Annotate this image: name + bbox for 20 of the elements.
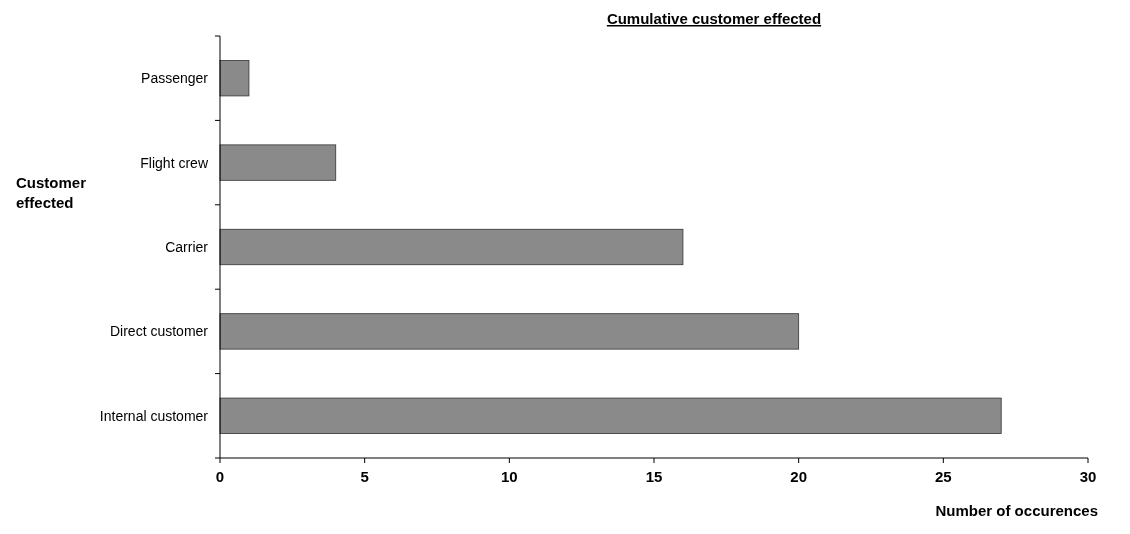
x-axis-title: Number of occurences	[935, 502, 1098, 519]
chart-title: Cumulative customer effected	[606, 10, 822, 27]
x-tick-label: 25	[934, 468, 952, 485]
bar	[219, 228, 684, 266]
x-tick-label: 20	[790, 468, 808, 485]
x-tick-label: 10	[500, 468, 518, 485]
bar	[219, 60, 250, 97]
y-tick-label: Internal customer	[99, 407, 209, 424]
x-tick-label: 30	[1079, 468, 1097, 485]
y-tick-label: Carrier	[165, 238, 209, 255]
bar	[219, 144, 337, 181]
bar	[219, 313, 800, 350]
y-tick-label: Direct customer	[109, 323, 209, 340]
x-tick-label: 0	[215, 468, 225, 485]
y-tick-label: Flight crew	[140, 154, 209, 171]
x-tick-label: 5	[360, 468, 369, 485]
y-tick-label: Passenger	[141, 70, 209, 87]
bar	[219, 397, 1002, 434]
x-tick-label: 15	[645, 468, 663, 485]
y-axis-title: Customer effected	[16, 174, 87, 211]
